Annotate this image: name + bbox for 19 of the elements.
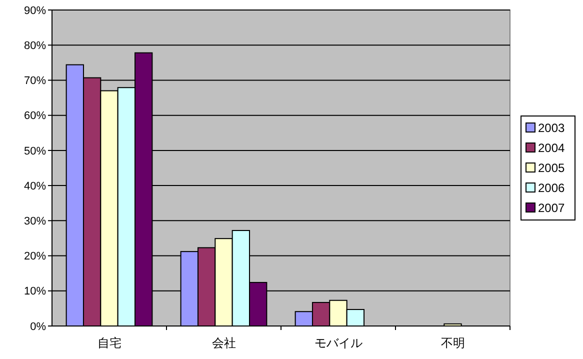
x-tick-label: 会社 (212, 336, 236, 350)
legend-label: 2003 (538, 121, 566, 136)
y-tick-label: 70% (24, 75, 46, 88)
y-tick-label: 0% (30, 320, 46, 333)
x-tick-label: モバイル (314, 336, 362, 350)
legend-label: 2007 (538, 201, 566, 216)
legend-label: 2005 (538, 161, 566, 176)
legend-label: 2004 (538, 141, 566, 156)
y-tick-label: 30% (24, 216, 46, 228)
y-tick-label: 50% (24, 145, 46, 158)
y-tick-label: 40% (24, 180, 46, 192)
y-tick-label: 20% (24, 250, 46, 263)
y-tick-label: 60% (24, 110, 46, 122)
x-tick-label: 不明 (440, 336, 465, 350)
y-tick-label: 10% (24, 286, 46, 298)
x-tick-label: 自宅 (97, 336, 122, 350)
legend-label: 2006 (538, 181, 566, 196)
y-tick-label: 90% (24, 4, 46, 17)
y-tick-label: 80% (24, 40, 46, 52)
